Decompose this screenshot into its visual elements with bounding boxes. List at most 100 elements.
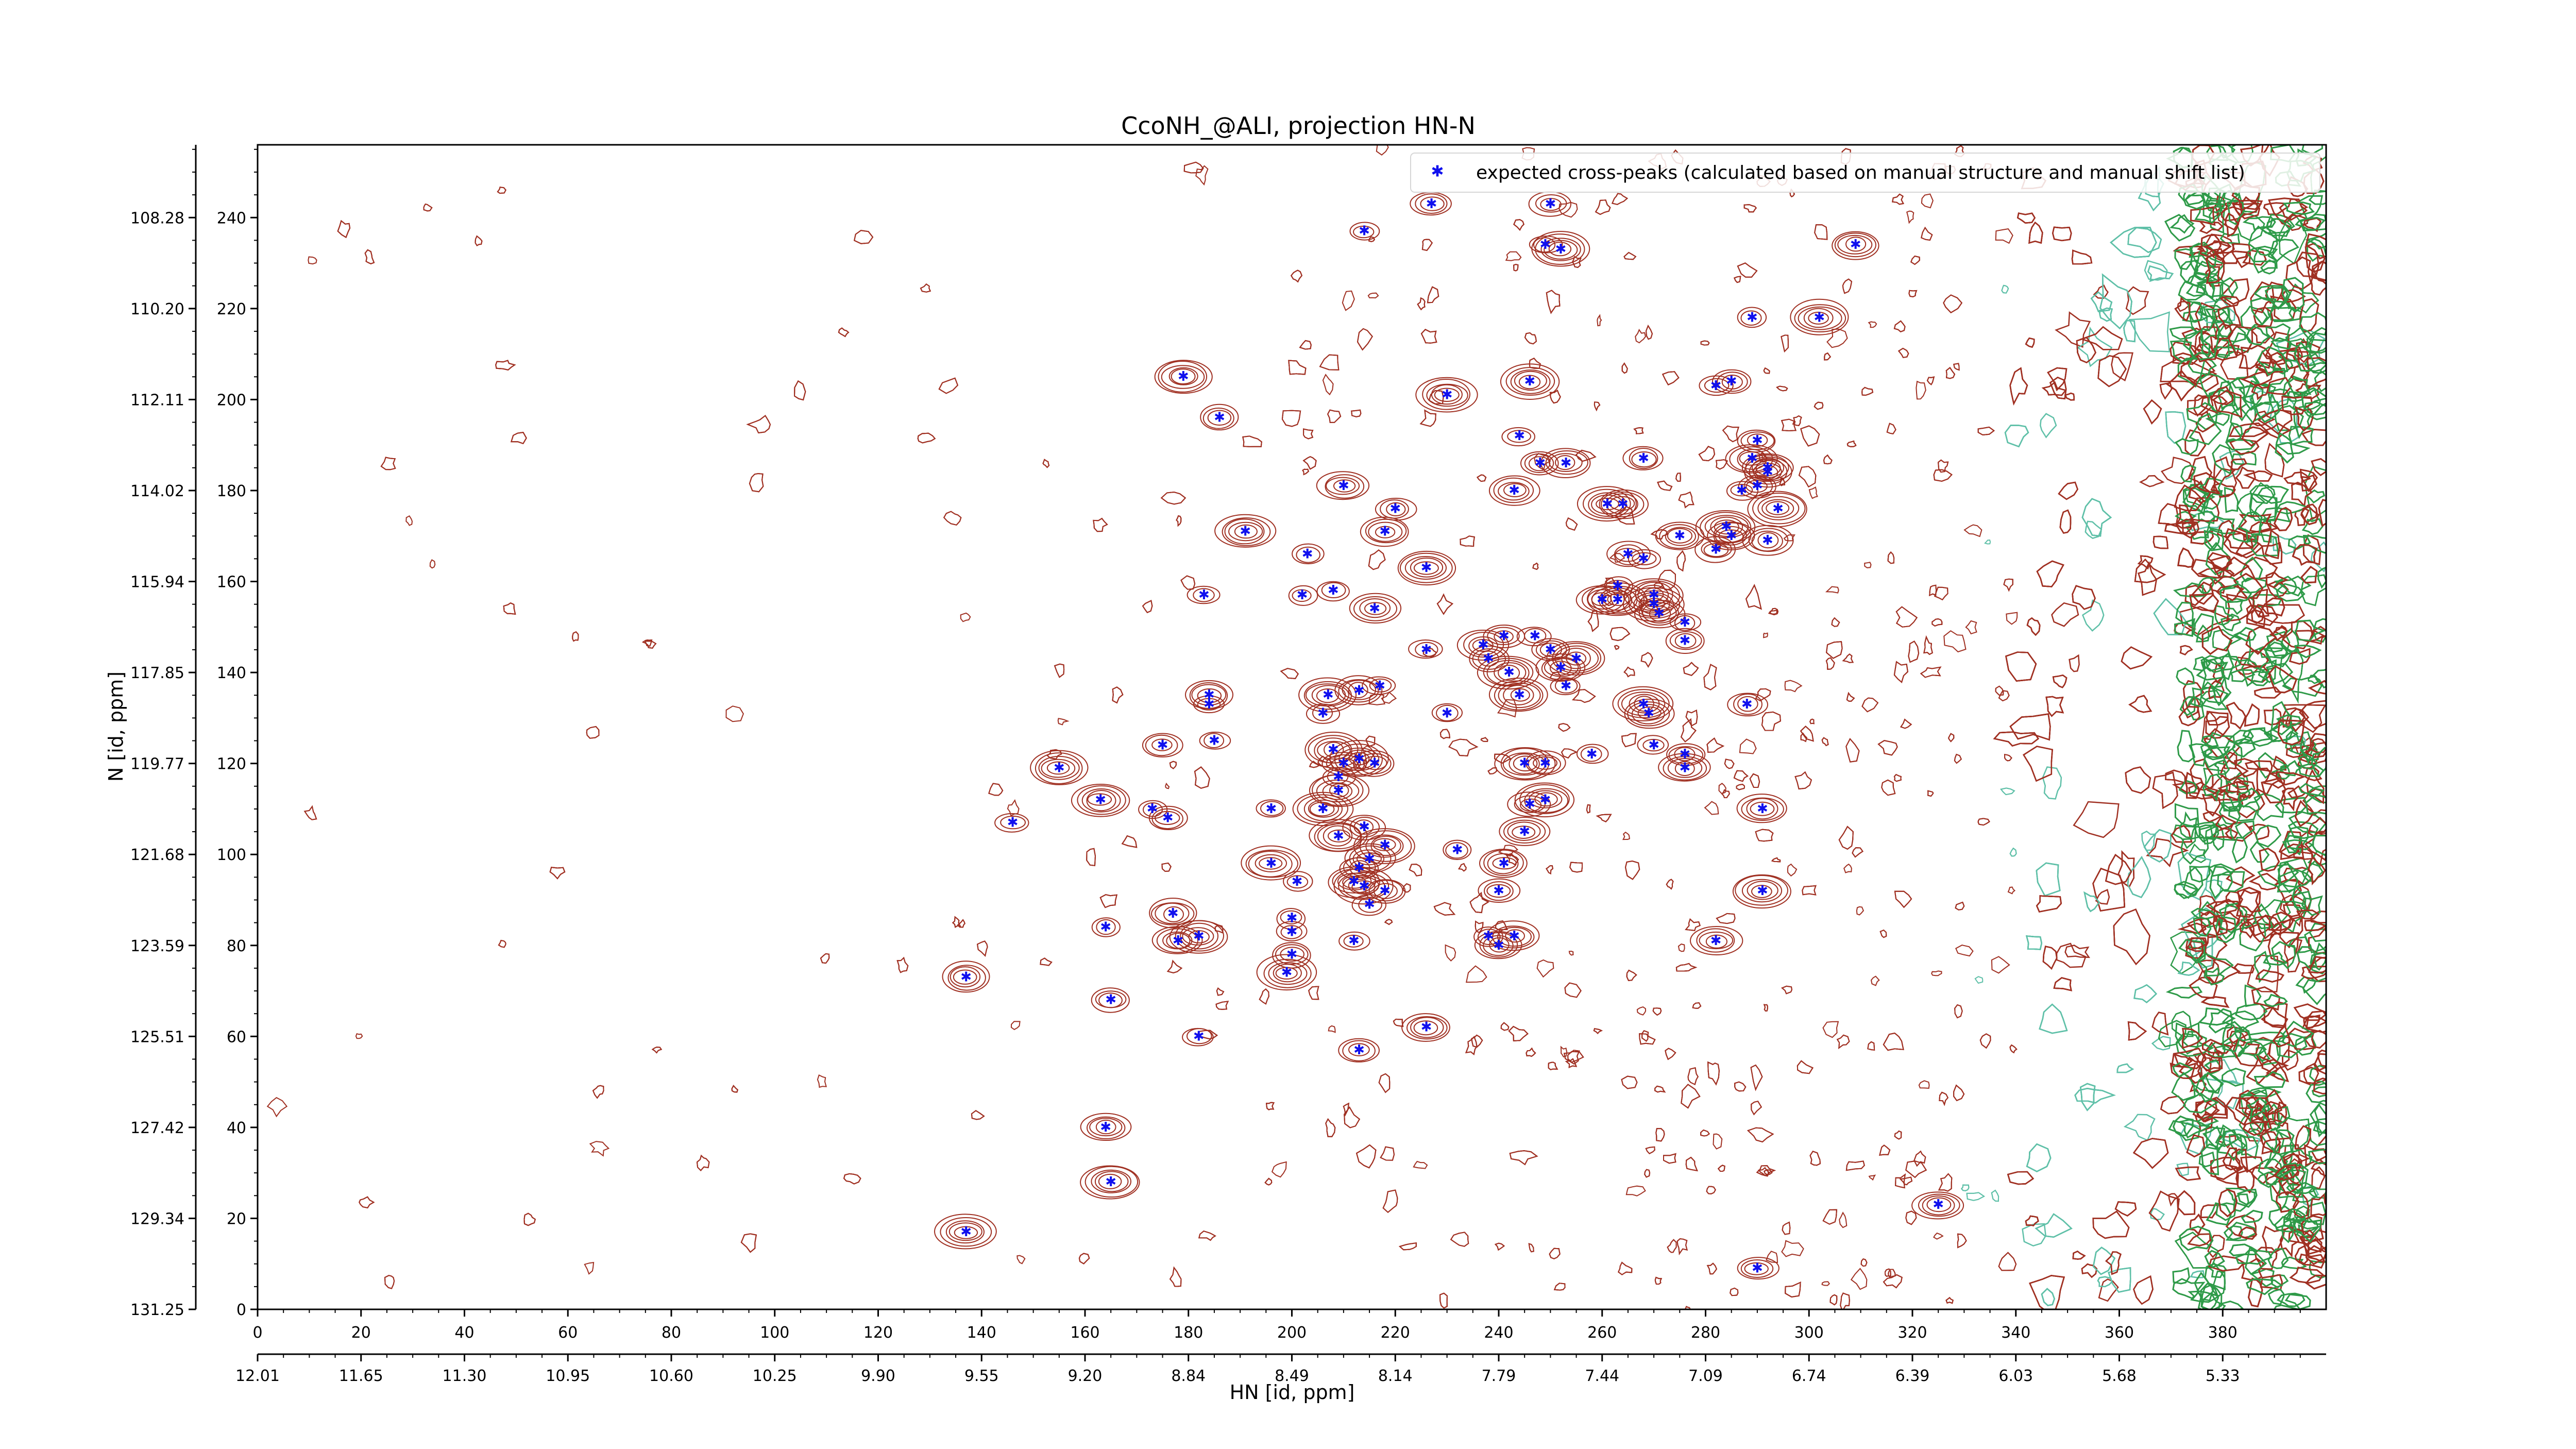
noise-contour bbox=[2041, 381, 2067, 396]
peak-contour bbox=[1168, 367, 1198, 385]
peak-marker: ✱ bbox=[1814, 310, 1825, 325]
edge-contour bbox=[2300, 387, 2326, 417]
noise-contour bbox=[2098, 307, 2113, 322]
peak-marker: ✱ bbox=[1498, 856, 1510, 871]
edge-contour bbox=[2250, 1268, 2275, 1288]
noise-contour bbox=[1351, 409, 1362, 417]
noise-contour bbox=[1549, 1248, 1561, 1259]
peak-contour bbox=[1507, 791, 1551, 817]
peak-contour bbox=[1922, 1195, 1955, 1216]
peak-marker: ✱ bbox=[1648, 587, 1659, 603]
y-tick-label: 100 bbox=[217, 846, 246, 864]
peak-contour bbox=[1344, 843, 1396, 873]
peak-marker: ✱ bbox=[1157, 737, 1168, 753]
peak-contour bbox=[1614, 544, 1644, 565]
edge-contour bbox=[2266, 581, 2289, 598]
peak-contour bbox=[1575, 585, 1630, 615]
edge-contour bbox=[2250, 281, 2275, 313]
edge-contour bbox=[2233, 1193, 2249, 1212]
x-tick-label: 100 bbox=[760, 1324, 789, 1342]
edge-contour bbox=[2246, 1097, 2267, 1119]
noise-contour bbox=[1654, 1276, 1663, 1285]
peak-contour bbox=[934, 1214, 997, 1250]
peak-contour bbox=[1500, 748, 1550, 780]
peak-contour bbox=[1321, 582, 1346, 599]
noise-contour bbox=[2092, 867, 2126, 912]
peak-contour bbox=[1604, 576, 1633, 596]
noise-contour bbox=[2165, 769, 2186, 784]
noise-contour bbox=[2190, 1270, 2205, 1278]
edge-contour bbox=[2291, 890, 2312, 913]
peak-contour bbox=[1180, 922, 1219, 950]
noise-contour bbox=[1861, 697, 1879, 713]
peak-contour bbox=[1727, 693, 1769, 717]
peak-contour bbox=[1518, 375, 1541, 390]
edge-contour bbox=[2225, 866, 2256, 887]
noise-contour bbox=[2073, 801, 2120, 838]
x-ppm-axis: 12.01 11.65 11.30 10.95 10.60 10.25 9.90 9.55 9.… bbox=[235, 1353, 2326, 1385]
noise-contour bbox=[572, 631, 579, 642]
peak-marker: ✱ bbox=[1519, 824, 1530, 839]
peak-marker: ✱ bbox=[1359, 819, 1370, 835]
noise-contour bbox=[1998, 1252, 2017, 1271]
noise-contour bbox=[2216, 1080, 2244, 1110]
noise-contour bbox=[2045, 696, 2064, 717]
noise-contour bbox=[337, 220, 351, 239]
y-ppm-tick-label: 127.42 bbox=[130, 1119, 184, 1137]
peak-marker: ✱ bbox=[1643, 706, 1654, 721]
noise-contour bbox=[2171, 1010, 2194, 1037]
noise-contour bbox=[1618, 1261, 1633, 1275]
edge-contour bbox=[2200, 654, 2226, 672]
noise-contour bbox=[1931, 970, 1942, 976]
noise-contour bbox=[1864, 562, 1872, 568]
peak-contour bbox=[1415, 642, 1438, 658]
noise-contour bbox=[1549, 390, 1561, 404]
y-ppm-tick-label: 117.85 bbox=[130, 664, 184, 682]
peak-contour bbox=[1478, 650, 1499, 667]
noise-contour bbox=[2138, 561, 2157, 596]
edge-contour bbox=[2260, 1006, 2289, 1029]
noise-contour bbox=[2006, 612, 2018, 625]
noise-contour bbox=[2059, 509, 2072, 534]
noise-contour bbox=[1704, 801, 1719, 815]
edge-contour bbox=[2267, 931, 2299, 964]
edge-contour bbox=[2205, 241, 2231, 255]
noise-contour bbox=[1698, 446, 1716, 462]
edge-contour bbox=[2313, 1118, 2326, 1134]
peak-marker: ✱ bbox=[1555, 660, 1567, 676]
edge-contour bbox=[2201, 1072, 2223, 1094]
noise-contour bbox=[1893, 773, 1902, 782]
edge-contour bbox=[2255, 824, 2282, 848]
peak-contour bbox=[1297, 794, 1348, 823]
peak-contour bbox=[1634, 696, 1654, 712]
edge-contour bbox=[2272, 1129, 2295, 1155]
edge-contour bbox=[2174, 248, 2193, 271]
peak-contour bbox=[1298, 677, 1357, 713]
peak-contour bbox=[1757, 496, 1800, 520]
edge-contour bbox=[2275, 771, 2307, 786]
noise-contour bbox=[1822, 1209, 1838, 1225]
edge-contour bbox=[2170, 1062, 2197, 1080]
edge-contour bbox=[2305, 1274, 2326, 1290]
peak-contour bbox=[947, 965, 986, 991]
edge-contour bbox=[2243, 380, 2272, 411]
edge-contour bbox=[2263, 1001, 2288, 1027]
edge-contour bbox=[2204, 967, 2225, 986]
noise-contour bbox=[1161, 862, 1172, 872]
peak-contour bbox=[1338, 931, 1370, 951]
y-tick-label: 60 bbox=[227, 1028, 246, 1046]
noise-contour bbox=[1393, 1018, 1404, 1027]
peak-contour bbox=[1234, 524, 1258, 539]
peak-contour bbox=[1317, 740, 1351, 760]
noise-contour bbox=[2004, 425, 2029, 448]
peak-contour bbox=[1529, 235, 1563, 254]
peak-marker: ✱ bbox=[1752, 478, 1763, 494]
peak-contour bbox=[1046, 761, 1070, 775]
edge-contour bbox=[2220, 278, 2250, 305]
edge-contour bbox=[2258, 1101, 2283, 1115]
noise-contour bbox=[1781, 985, 1793, 995]
x-ppm-tick-label: 8.84 bbox=[1171, 1367, 1206, 1385]
peak-marker: ✱ bbox=[960, 970, 972, 985]
peak-marker: ✱ bbox=[1379, 883, 1391, 899]
peak-marker: ✱ bbox=[1514, 687, 1525, 703]
